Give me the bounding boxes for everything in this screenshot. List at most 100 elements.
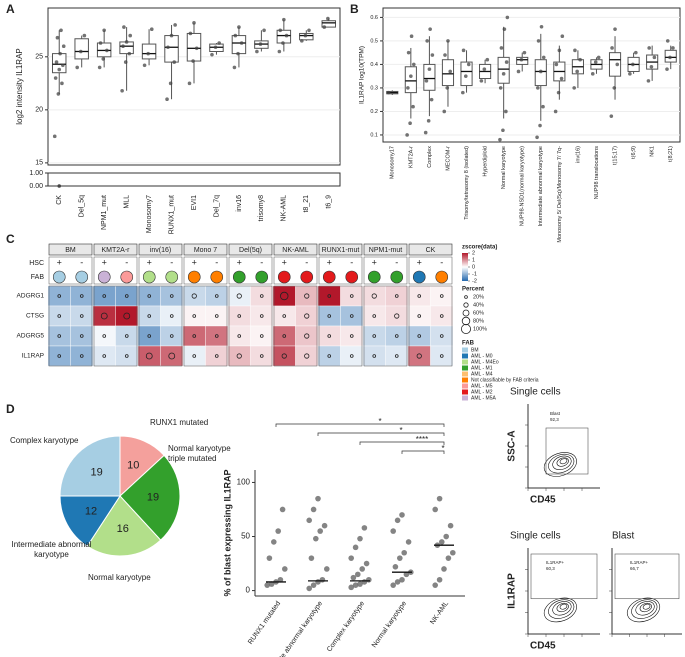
data-point	[535, 135, 539, 140]
group-frame	[93, 285, 138, 367]
gate	[530, 553, 598, 600]
heat-cell	[115, 285, 139, 307]
data-point	[482, 67, 487, 71]
heat-cell	[47, 305, 71, 327]
y-tick-label: 0.1	[370, 132, 378, 138]
heat-cell	[362, 285, 386, 307]
heat-cell	[407, 325, 431, 347]
percent-dot	[417, 314, 422, 318]
data-point	[122, 25, 126, 29]
heat-cell	[250, 345, 274, 367]
data-point	[612, 86, 617, 90]
data-point	[665, 67, 669, 71]
data-point	[578, 57, 582, 62]
group-label: inv(16)	[150, 247, 171, 254]
legend-label: Not classifiable by FAB criteria	[471, 377, 539, 383]
colorbar	[462, 253, 468, 281]
fab-pie	[255, 270, 269, 284]
percent-dot	[372, 334, 377, 338]
box	[497, 56, 510, 84]
data-point	[560, 34, 565, 39]
group-header	[93, 243, 138, 256]
data-point	[355, 571, 361, 578]
y-tick-label: 100	[237, 478, 251, 487]
row-label: IL1RAP	[22, 353, 44, 360]
percent-dot	[145, 352, 153, 360]
data-point	[239, 41, 244, 45]
data-point	[445, 555, 452, 561]
box	[186, 32, 202, 62]
data-point	[461, 90, 465, 95]
row-label: ADGRG1	[17, 293, 45, 300]
data-point	[105, 48, 109, 53]
data-point	[519, 57, 524, 62]
percent-dot	[124, 354, 129, 358]
y-tick-label: 1.00	[29, 170, 43, 177]
data-point	[442, 109, 447, 114]
pie-slice	[86, 495, 162, 557]
panel-label: C	[6, 232, 15, 246]
heat-cell	[317, 285, 341, 307]
heat-cell	[70, 305, 94, 327]
colorbar-label: 0	[472, 264, 475, 270]
y-axis-label: SSC-A	[507, 430, 518, 461]
x-tick-label: RUNX1 mutated	[247, 600, 282, 646]
data-point	[479, 79, 484, 83]
x-axis-label: CD45	[530, 641, 556, 652]
pie-slice	[59, 495, 121, 547]
percent-dot	[123, 312, 131, 320]
data-point	[516, 69, 521, 74]
data-point	[102, 28, 106, 33]
data-point	[446, 39, 450, 43]
heat-cell	[317, 325, 341, 347]
percent-dot	[192, 334, 197, 338]
legend-label: BM	[471, 347, 479, 353]
data-point	[390, 582, 397, 588]
heat-cell	[362, 345, 386, 367]
data-point	[61, 63, 65, 68]
percent-dot	[214, 314, 219, 318]
plot-title: Blast	[612, 531, 634, 542]
y-tick-label: 0.4	[370, 62, 378, 68]
data-point	[142, 63, 147, 68]
x-tick-label: KMT2A-r	[408, 146, 414, 168]
legend-swatch	[462, 371, 468, 377]
percent-dot	[169, 314, 174, 318]
significance-bracket	[317, 432, 445, 436]
heat-cell	[295, 325, 319, 347]
group-label: NK-AML	[282, 247, 309, 254]
size-key	[462, 309, 470, 317]
x-tick-label: NK1	[650, 146, 656, 157]
x-tick-label: t(8;21)	[668, 146, 674, 162]
group-header	[138, 243, 183, 256]
data-point	[282, 17, 286, 22]
heat-cell	[407, 285, 431, 307]
heat-cell	[272, 285, 296, 307]
legend-swatch	[462, 347, 468, 353]
data-point	[502, 27, 507, 31]
data-point	[501, 72, 506, 76]
data-point	[406, 50, 411, 55]
data-point	[210, 52, 214, 57]
hsc-label: -	[350, 257, 353, 267]
x-tick-label: Monosomy 5/ Del(5q)/Monosomy 7/ 7q-	[557, 146, 563, 243]
group-frame	[183, 285, 228, 367]
data-point	[498, 86, 503, 90]
x-tick-label: NUP98-NSD1(normal karyotype)	[520, 146, 526, 226]
heat-cell	[160, 285, 184, 307]
percent-dot	[214, 334, 219, 338]
percent-dot	[417, 294, 422, 298]
data-point	[466, 62, 471, 67]
data-point	[427, 67, 432, 71]
data-point	[264, 582, 271, 588]
heat-cell	[317, 345, 341, 367]
heat-cell	[227, 345, 251, 367]
percent-dot	[169, 334, 174, 338]
percent-dot	[439, 334, 444, 338]
data-point	[450, 549, 456, 556]
percent-dot	[102, 334, 107, 338]
data-point	[461, 48, 466, 53]
x-tick-label: MLL	[123, 195, 130, 209]
y-axis-label: IL1RAP	[507, 573, 518, 609]
